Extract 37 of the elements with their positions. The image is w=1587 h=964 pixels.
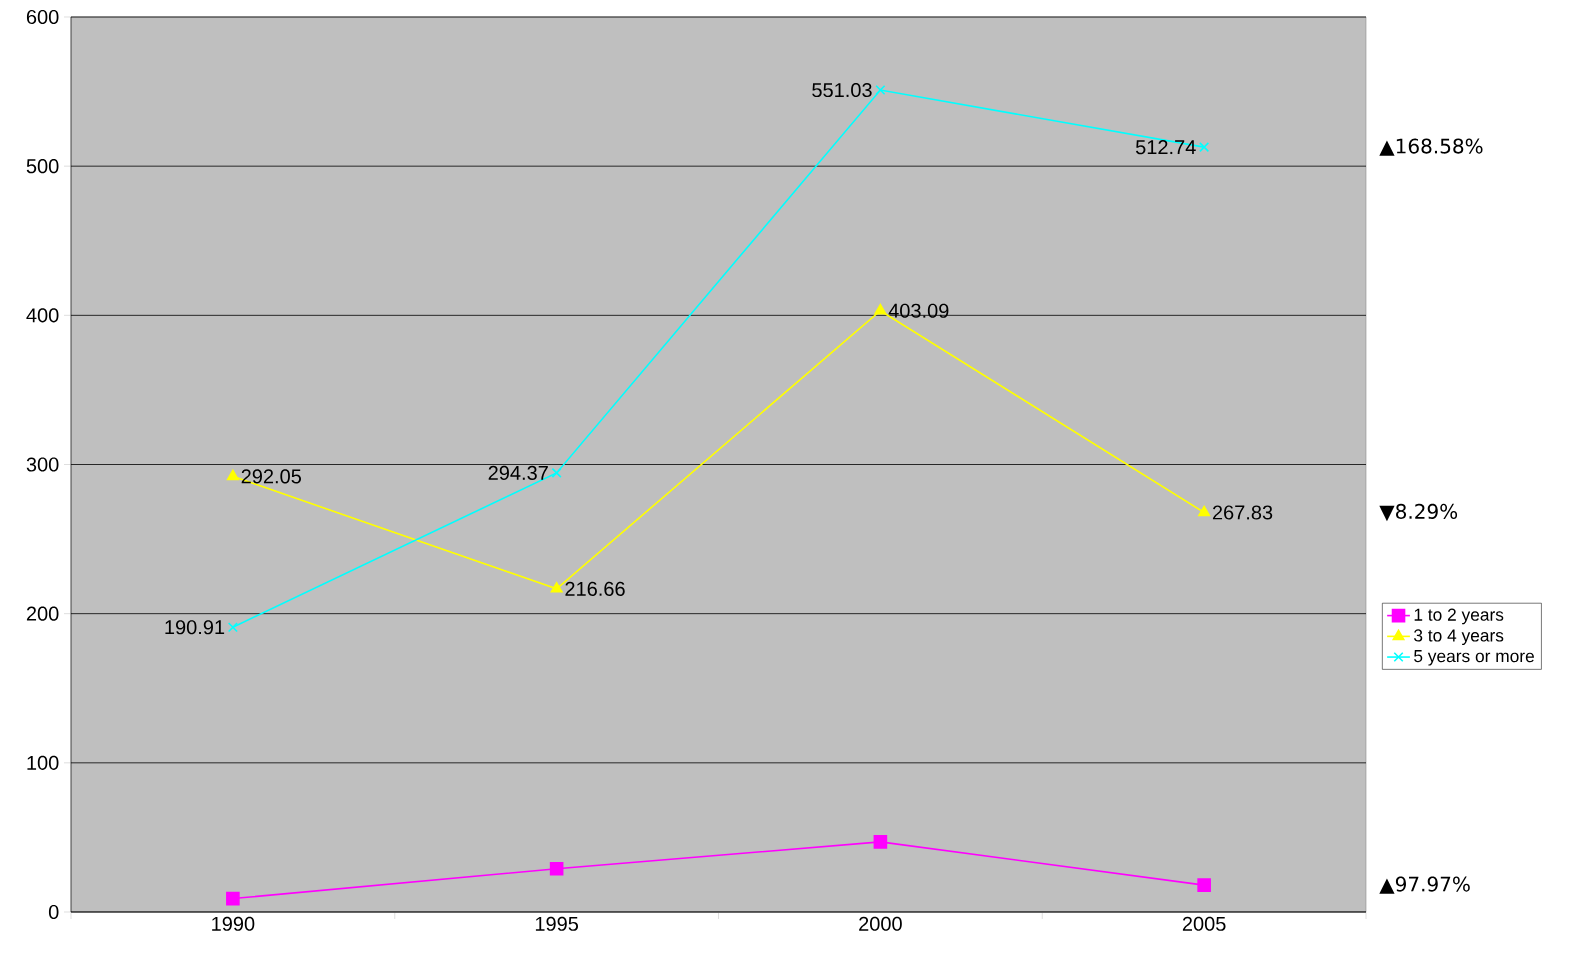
text: ▲97.97%	[1379, 876, 1470, 894]
data-label: 512.74	[1135, 140, 1196, 155]
data-label: 294.37	[488, 465, 548, 480]
point	[551, 467, 562, 478]
point	[1197, 878, 1211, 892]
point	[550, 582, 563, 593]
data-label: 551.03	[812, 82, 872, 98]
y-tick-label: 500	[26, 159, 59, 174]
text: ▲168.58%	[1379, 138, 1483, 156]
data-label: 267.83	[1212, 505, 1273, 520]
x-tick-label: 1990	[212, 916, 255, 931]
y-tick-label: 0	[48, 904, 59, 920]
point	[549, 861, 564, 876]
point	[874, 303, 887, 315]
y-tick-label: 400	[26, 308, 59, 323]
text: ▼8.29%	[1379, 503, 1458, 522]
data-label: 292.05	[241, 469, 302, 484]
data-label: 216.66	[565, 581, 625, 596]
point	[226, 469, 239, 481]
point	[1199, 142, 1210, 153]
y-tick-label: 200	[26, 606, 59, 621]
legend-label: 3 to 4 years	[1414, 629, 1504, 646]
point	[1198, 505, 1211, 517]
y-tick-label: 300	[26, 457, 59, 472]
x-tick-label: 1995	[535, 916, 579, 931]
point	[226, 891, 240, 906]
legend-label: 5 years or more	[1414, 650, 1534, 666]
point	[875, 85, 886, 96]
data-label: 403.09	[888, 303, 949, 318]
x-tick-label: 2000	[859, 916, 902, 931]
point	[227, 622, 238, 633]
x-tick-label: 2005	[1182, 916, 1226, 931]
y-tick-label: 100	[27, 755, 59, 770]
legend-label: 1 to 2 years	[1414, 608, 1504, 625]
y-tick-label: 600	[26, 9, 59, 25]
point	[873, 835, 888, 849]
data-label: 190.91	[165, 620, 225, 635]
